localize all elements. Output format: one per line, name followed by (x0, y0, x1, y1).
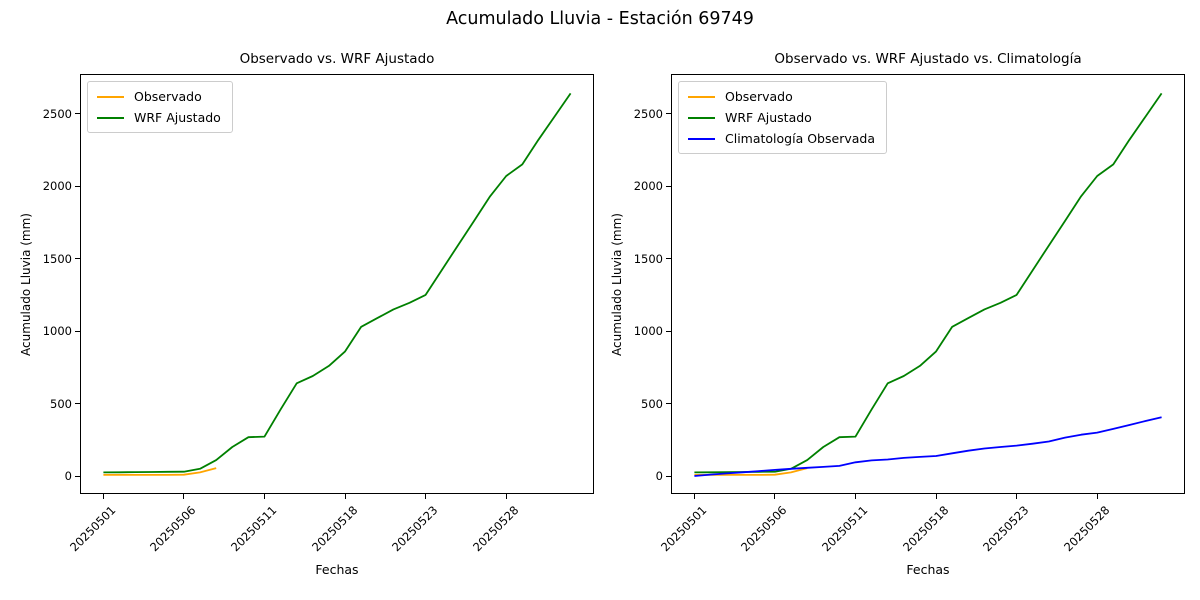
x-tick-label: 20250523 (389, 503, 441, 555)
y-tick-mark (75, 403, 80, 405)
plot-lines (694, 92, 1163, 477)
x-tick-label: 20250506 (738, 503, 790, 555)
figure-title: Acumulado Lluvia - Estación 69749 (446, 9, 754, 29)
legend-label: WRF Ajustado (134, 110, 221, 125)
left-plot-xlabel: Fechas (315, 562, 359, 577)
legend-entry-wrf-ajustado: WRF Ajustado (688, 110, 875, 125)
legend-line-swatch (688, 116, 715, 119)
x-tick-label: 20250518 (308, 503, 360, 555)
y-tick-mark (666, 475, 671, 477)
y-tick-label: 500 (641, 396, 663, 411)
legend-entry-observado: Observado (97, 89, 221, 104)
y-tick-label: 2000 (42, 179, 72, 194)
legend-entry-climatologia-observada: Climatología Observada (688, 131, 875, 146)
legend: Observado WRF Ajustado (87, 81, 233, 133)
y-tick-label: 0 (64, 469, 72, 484)
y-tick-label: 1000 (42, 324, 72, 339)
x-tick-label: 20250518 (899, 503, 951, 555)
x-tick-mark (344, 494, 346, 499)
x-tick-label: 20250528 (469, 503, 522, 555)
legend-label: Observado (725, 89, 793, 104)
legend-entry-wrf-ajustado: WRF Ajustado (97, 110, 221, 125)
legend: Observado WRF Ajustado Climatología Observ… (678, 81, 887, 154)
legend-entry-observado: Observado (688, 89, 875, 104)
x-tick-mark (505, 494, 507, 499)
x-tick-label: 20250501 (657, 503, 710, 555)
y-tick-mark (75, 258, 80, 260)
x-tick-label: 20250511 (819, 503, 871, 555)
y-tick-label: 1000 (633, 324, 663, 339)
y-tick-label: 2000 (633, 179, 663, 194)
y-tick-mark (666, 185, 671, 187)
y-tick-label: 2500 (42, 106, 72, 121)
series-line-climatologia-observada (694, 416, 1162, 477)
legend-label: Climatología Observada (725, 131, 875, 146)
y-tick-mark (75, 330, 80, 332)
y-tick-mark (666, 330, 671, 332)
right-plot: Observado vs. WRF Ajustado vs. Climatolo… (610, 51, 1185, 577)
x-tick-label: 20250501 (66, 503, 119, 555)
legend-line-swatch (97, 95, 124, 98)
x-tick-mark (102, 494, 104, 499)
plot-lines (103, 92, 572, 476)
left-plot-title: Observado vs. WRF Ajustado (239, 51, 435, 67)
x-tick-mark (183, 494, 185, 499)
y-tick-mark (75, 113, 80, 115)
y-tick-label: 2500 (633, 106, 663, 121)
x-tick-mark (854, 494, 856, 499)
x-tick-label: 20250506 (147, 503, 199, 555)
x-tick-mark (774, 494, 776, 499)
legend-line-swatch (688, 95, 715, 98)
right-plot-ylabel: Acumulado Lluvia (mm) (610, 212, 624, 356)
x-tick-mark (1016, 494, 1018, 499)
y-tick-mark (666, 258, 671, 260)
x-tick-mark (693, 494, 695, 499)
y-tick-mark (75, 185, 80, 187)
x-tick-label: 20250528 (1060, 503, 1113, 555)
left-plot: Observado vs. WRF Ajustado Acumulado Llu… (19, 51, 594, 577)
y-tick-label: 0 (655, 469, 663, 484)
series-line-wrf-ajustado (103, 92, 572, 474)
x-tick-label: 20250523 (980, 503, 1032, 555)
legend-line-swatch (97, 116, 124, 119)
series-line-observado (103, 467, 217, 476)
legend-line-swatch (688, 137, 715, 140)
legend-label: Observado (134, 89, 202, 104)
x-tick-mark (1096, 494, 1098, 499)
right-plot-title: Observado vs. WRF Ajustado vs. Climatolo… (774, 51, 1082, 67)
y-tick-label: 1500 (633, 251, 663, 266)
y-tick-mark (75, 475, 80, 477)
x-tick-label: 20250511 (228, 503, 280, 555)
series-line-wrf-ajustado (694, 92, 1163, 474)
x-tick-mark (935, 494, 937, 499)
y-tick-mark (666, 113, 671, 115)
y-tick-label: 500 (50, 396, 72, 411)
x-tick-mark (263, 494, 265, 499)
y-tick-mark (666, 403, 671, 405)
left-plot-ylabel: Acumulado Lluvia (mm) (19, 212, 33, 356)
y-tick-label: 1500 (42, 251, 72, 266)
right-plot-xlabel: Fechas (906, 562, 950, 577)
x-tick-mark (425, 494, 427, 499)
legend-label: WRF Ajustado (725, 110, 812, 125)
